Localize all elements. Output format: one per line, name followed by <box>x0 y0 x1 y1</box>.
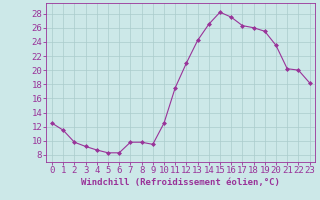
X-axis label: Windchill (Refroidissement éolien,°C): Windchill (Refroidissement éolien,°C) <box>81 178 280 187</box>
